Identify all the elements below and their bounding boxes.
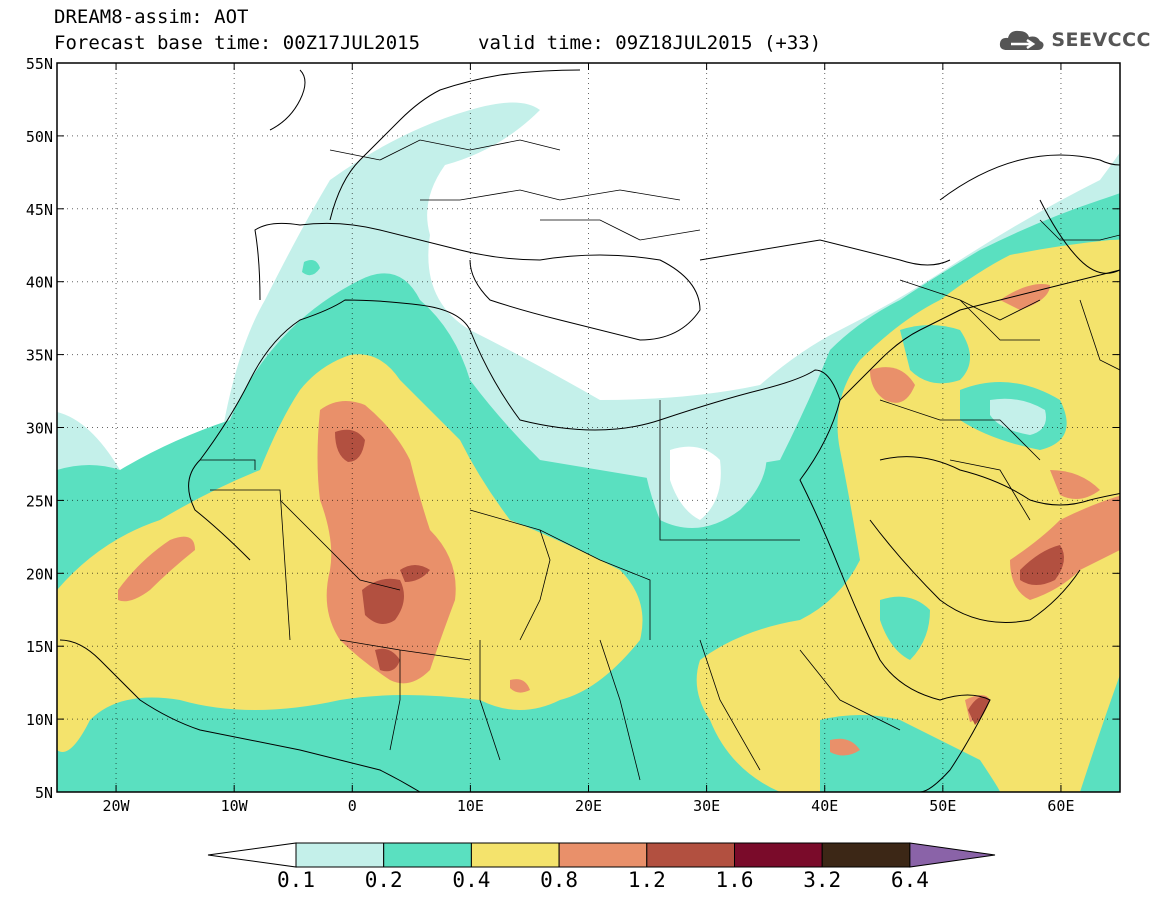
lat-label: 10N bbox=[26, 711, 53, 729]
lon-label: 30E bbox=[693, 797, 720, 815]
colorbar-level-label: 0.4 bbox=[452, 868, 490, 892]
lon-label: 10W bbox=[221, 797, 249, 815]
aot-field bbox=[57, 63, 1120, 792]
colorbar-segment bbox=[383, 842, 472, 868]
seevccc-logo: SEEVCCC bbox=[997, 26, 1151, 54]
product-title: DREAM8-assim: AOT bbox=[54, 6, 249, 28]
logo-text: SEEVCCC bbox=[1051, 29, 1151, 51]
colorbar-labels: 0.1 0.2 0.4 0.8 1.2 1.6 3.2 6.4 bbox=[277, 868, 929, 892]
lon-label: 20E bbox=[575, 797, 602, 815]
colorbar-low-arrow bbox=[207, 842, 297, 868]
lat-label: 35N bbox=[26, 347, 53, 365]
colorbar-level-label: 0.2 bbox=[365, 868, 403, 892]
graticule bbox=[57, 63, 1120, 792]
lon-label: 40E bbox=[811, 797, 838, 815]
colorbar-segment bbox=[470, 842, 560, 868]
lat-label: 45N bbox=[26, 201, 53, 219]
colorbar-segment bbox=[295, 842, 385, 868]
aot-band-1.2 bbox=[335, 429, 1064, 725]
colorbar-segment bbox=[558, 842, 648, 868]
forecast-base-time: Forecast base time: 00Z17JUL2015 bbox=[54, 32, 421, 54]
lon-label: 50E bbox=[929, 797, 956, 815]
lat-label: 5N bbox=[35, 784, 53, 802]
latitude-labels: 55N 50N 45N 40N 35N 30N 25N 20N 15N 10N 5N bbox=[26, 55, 53, 802]
borders bbox=[200, 139, 1120, 781]
valid-time: valid time: 09Z18JUL2015 (+33) bbox=[478, 32, 822, 54]
colorbar-level-label: 1.2 bbox=[628, 868, 666, 892]
colorbar-level-label: 0.1 bbox=[277, 868, 315, 892]
colorbar-segment bbox=[646, 842, 735, 868]
longitude-labels: 20W 10W 0 10E 20E 30E 40E 50E 60E bbox=[103, 797, 1075, 815]
colorbar-high-arrow bbox=[909, 842, 996, 868]
cloud-icon bbox=[1000, 30, 1044, 50]
lat-label: 30N bbox=[26, 420, 53, 438]
colorbar-level-label: 0.8 bbox=[540, 868, 578, 892]
colorbar-level-label: 3.2 bbox=[803, 868, 841, 892]
aot-colorbar bbox=[207, 842, 996, 868]
aot-holes bbox=[640, 325, 1067, 792]
lat-label: 40N bbox=[26, 274, 53, 292]
lat-label: 20N bbox=[26, 565, 53, 583]
lat-label: 55N bbox=[26, 55, 53, 73]
colorbar-segment bbox=[734, 842, 823, 868]
axis-ticks bbox=[57, 62, 1120, 793]
colorbar-level-label: 6.4 bbox=[891, 868, 929, 892]
colorbar-segment bbox=[821, 842, 911, 868]
lon-label: 20W bbox=[103, 797, 131, 815]
lat-label: 15N bbox=[26, 638, 53, 656]
lon-label: 10E bbox=[457, 797, 484, 815]
lon-label: 0 bbox=[348, 797, 357, 815]
lon-label: 60E bbox=[1047, 797, 1074, 815]
colorbar-level-label: 1.6 bbox=[716, 868, 754, 892]
lat-label: 25N bbox=[26, 492, 53, 510]
lat-label: 50N bbox=[26, 128, 53, 146]
